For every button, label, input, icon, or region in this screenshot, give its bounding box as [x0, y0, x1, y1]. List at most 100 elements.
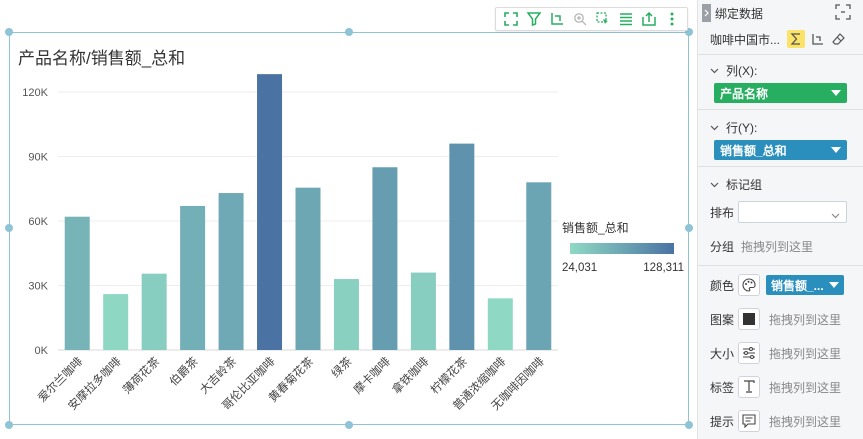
tooltip-row: 提示 拖拽列到这里 — [698, 404, 863, 438]
bar — [257, 74, 283, 350]
list-icon[interactable] — [618, 11, 634, 27]
divider — [698, 166, 863, 167]
color-field-pill[interactable]: 销售额_... — [766, 275, 844, 295]
chart-area: 产品名称/销售额_总和 0K 30K 60K 90K 120K 爱尔兰咖啡 安摩拉多咖啡 薄荷… — [5, 7, 693, 429]
x-tick-label: 伯爵茶 — [166, 354, 201, 389]
marks-section[interactable]: 标记组 — [698, 173, 863, 195]
bar — [410, 272, 436, 350]
bar — [372, 167, 398, 350]
bar — [487, 298, 513, 350]
more-icon[interactable] — [664, 11, 680, 27]
panel-title: 绑定数据 — [715, 6, 764, 21]
bar — [103, 294, 129, 350]
bar — [295, 187, 321, 350]
bar — [218, 193, 244, 350]
chart-toolbar — [495, 7, 688, 31]
color-label: 颜色 — [710, 278, 735, 293]
export-icon[interactable] — [641, 11, 657, 27]
pattern-row: 图案 拖拽列到这里 — [698, 302, 863, 336]
color-row: 颜色 销售额_... — [698, 268, 863, 302]
x-tick-label: 拿铁咖啡 — [389, 354, 432, 397]
collapse-panel-icon[interactable] — [702, 4, 711, 22]
pattern-drop-zone[interactable]: 拖拽列到这里 — [769, 312, 842, 327]
palette-icon[interactable] — [738, 274, 760, 296]
columns-field-pill[interactable]: 产品名称 — [714, 83, 847, 103]
legend-max-label: 128,311 — [643, 262, 684, 274]
size-drop-zone[interactable]: 拖拽列到这里 — [769, 346, 842, 361]
fullscreen-icon[interactable] — [503, 11, 519, 27]
panel-header: 绑定数据 — [698, 0, 863, 26]
color-field-label: 销售额_... — [771, 278, 824, 293]
resize-handle-tl[interactable] — [5, 28, 13, 36]
resize-handle-ml[interactable] — [5, 224, 13, 232]
chevron-down-icon — [710, 120, 722, 134]
rows-label: 行(Y): — [726, 120, 758, 135]
switch-dataset-icon[interactable] — [835, 4, 851, 20]
y-tick-label: 60K — [28, 216, 48, 228]
tooltip-drop-zone[interactable]: 拖拽列到这里 — [769, 414, 842, 429]
legend-gradient — [570, 243, 674, 254]
x-tick-label: 大吉岭茶 — [197, 354, 240, 397]
eraser-icon[interactable] — [829, 30, 847, 48]
bar — [180, 205, 206, 350]
y-tick-label: 90K — [28, 152, 48, 164]
sum-icon[interactable] — [787, 30, 805, 48]
resize-handle-mr[interactable] — [685, 224, 693, 232]
layout-row: 排布 — [698, 195, 863, 229]
rows-field-pill[interactable]: 销售额_总和 — [714, 140, 847, 160]
layout-select[interactable] — [738, 201, 847, 223]
resize-handle-bl[interactable] — [5, 421, 13, 429]
x-tick-label: 摩卡咖啡 — [351, 354, 394, 397]
columns-section[interactable]: 列(X): — [698, 59, 863, 81]
size-icon[interactable] — [738, 342, 760, 364]
bar — [141, 273, 167, 350]
tooltip-label: 提示 — [710, 414, 735, 429]
divider — [698, 109, 863, 110]
x-tick-label: 薄荷花茶 — [120, 354, 163, 397]
size-row: 大小 拖拽列到这里 — [698, 336, 863, 370]
text-label-icon[interactable] — [738, 376, 760, 398]
group-row: 分组 拖拽列到这里 — [698, 229, 863, 263]
bar — [526, 182, 552, 350]
layout-label: 排布 — [710, 205, 735, 220]
dataset-name[interactable]: 咖啡中国市... — [710, 32, 781, 47]
pattern-label: 图案 — [710, 312, 735, 327]
chevron-down-icon — [710, 63, 722, 77]
resize-handle-bm[interactable] — [345, 421, 353, 429]
columns-label: 列(X): — [726, 63, 758, 78]
resize-handle-br[interactable] — [685, 421, 693, 429]
label-drop-zone[interactable]: 拖拽列到这里 — [769, 380, 842, 395]
divider — [698, 265, 863, 266]
filter-icon[interactable] — [526, 11, 542, 27]
y-tick-label: 120K — [22, 87, 48, 99]
pattern-icon[interactable] — [738, 308, 760, 330]
bar — [333, 279, 359, 350]
axis-icon[interactable] — [808, 30, 826, 48]
group-label: 分组 — [710, 239, 735, 254]
x-tick-label: 柠檬花茶 — [428, 354, 471, 397]
x-tick-label: 绿茶 — [328, 354, 355, 381]
legend-title: 销售额_总和 — [562, 220, 629, 235]
tooltip-icon[interactable] — [738, 410, 760, 432]
dataset-row: 咖啡中国市... — [698, 26, 863, 52]
label-label: 标签 — [710, 380, 735, 395]
group-drop-zone[interactable]: 拖拽列到这里 — [741, 239, 814, 254]
caret-down-icon[interactable] — [831, 147, 841, 153]
bar — [64, 216, 90, 350]
resize-handle-tm[interactable] — [345, 28, 353, 36]
select-icon[interactable] — [595, 11, 611, 27]
legend-min-label: 24,031 — [562, 262, 597, 274]
zoom-icon[interactable] — [572, 11, 588, 27]
divider — [698, 54, 863, 55]
label-row: 标签 拖拽列到这里 — [698, 370, 863, 404]
caret-down-icon[interactable] — [831, 90, 841, 96]
columns-field-label: 产品名称 — [720, 86, 769, 101]
rows-section[interactable]: 行(Y): — [698, 116, 863, 138]
chevron-down-icon — [831, 208, 840, 222]
drill-icon[interactable] — [549, 11, 565, 27]
resize-handle-tr[interactable] — [685, 28, 693, 36]
marks-label: 标记组 — [726, 177, 763, 192]
caret-down-icon[interactable] — [829, 282, 839, 288]
